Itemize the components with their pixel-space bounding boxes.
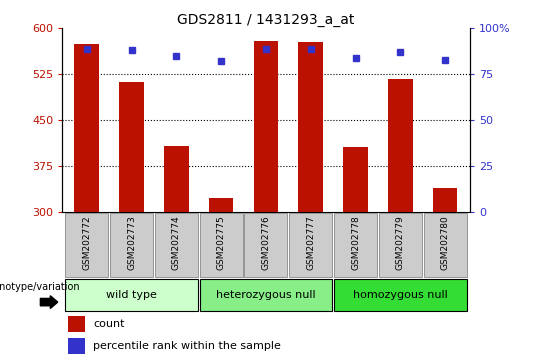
FancyBboxPatch shape [289,213,332,277]
Bar [299,42,323,212]
FancyBboxPatch shape [200,279,332,311]
Text: GSM202775: GSM202775 [217,216,226,270]
FancyBboxPatch shape [379,213,422,277]
FancyBboxPatch shape [65,213,108,277]
FancyBboxPatch shape [334,279,467,311]
Text: GSM202778: GSM202778 [351,216,360,270]
Text: count: count [93,319,125,330]
Bar [209,198,233,212]
Text: GSM202777: GSM202777 [306,216,315,270]
Bar [68,338,85,354]
FancyBboxPatch shape [200,213,242,277]
Text: homozygous null: homozygous null [353,290,448,300]
Text: heterozygous null: heterozygous null [216,290,316,300]
FancyArrow shape [40,296,58,308]
FancyBboxPatch shape [65,279,198,311]
Bar [343,147,368,212]
Bar [254,41,278,212]
Text: GSM202773: GSM202773 [127,216,136,270]
FancyBboxPatch shape [334,213,377,277]
Bar [75,44,99,212]
Text: GSM202779: GSM202779 [396,216,405,270]
Title: GDS2811 / 1431293_a_at: GDS2811 / 1431293_a_at [177,13,355,27]
FancyBboxPatch shape [155,213,198,277]
Text: wild type: wild type [106,290,157,300]
FancyBboxPatch shape [245,213,287,277]
FancyBboxPatch shape [424,213,467,277]
Bar [433,188,457,212]
Bar [164,146,188,212]
Text: GSM202772: GSM202772 [82,216,91,270]
Bar [68,316,85,332]
Text: GSM202780: GSM202780 [441,216,450,270]
Bar [388,79,413,212]
Text: percentile rank within the sample: percentile rank within the sample [93,341,281,351]
Text: GSM202774: GSM202774 [172,216,181,270]
Text: GSM202776: GSM202776 [261,216,271,270]
Text: genotype/variation: genotype/variation [0,282,80,292]
FancyBboxPatch shape [110,213,153,277]
Bar [119,82,144,212]
